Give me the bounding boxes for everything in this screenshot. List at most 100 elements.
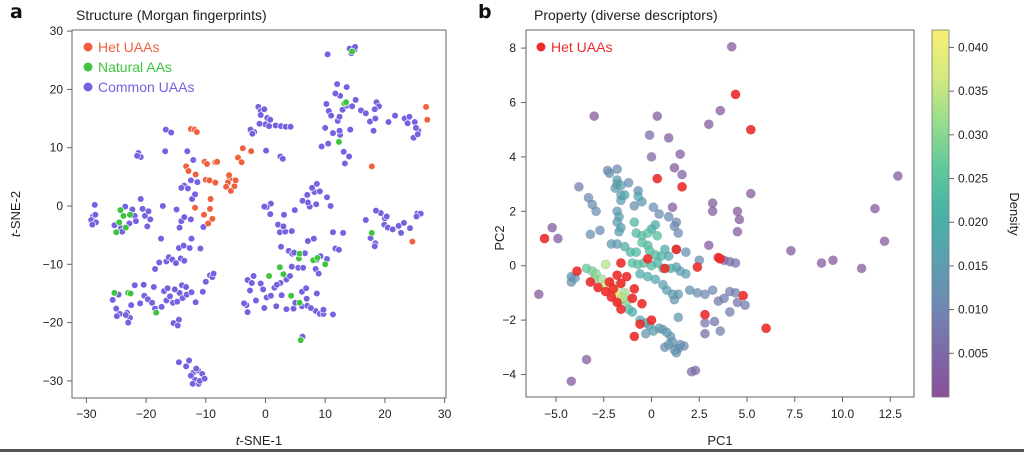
point-common-uaas [291,206,299,214]
point-density [786,245,796,256]
point-common-uaas [166,292,174,300]
point-density [724,307,735,317]
point-het-uaas [637,298,647,309]
point-common-uaas [187,372,195,380]
point-density [648,202,659,213]
point-common-uaas [302,284,310,292]
point-common-uaas [324,140,332,148]
panel-a-x-ticks: −30 −20 −10 0 10 20 30 [76,398,452,421]
colorbar-tick-label: 0.025 [958,172,988,186]
bottom-rule [0,449,1024,452]
point-density [663,132,674,143]
point-het-uaas [608,283,619,294]
panel-b-legend: Het UAAs [536,39,612,55]
panel-b-plot: −5.0 −2.5 0 2.5 5.0 7.5 10.0 12.5 −4 −2 0 2 4 6 8 Het… [502,29,915,421]
x-tick-label: −10 [196,407,217,421]
point-common-uaas [329,228,337,236]
point-density [673,228,684,238]
point-density [745,188,756,199]
point-common-uaas [352,96,360,104]
point-natural-aas [112,228,120,236]
point-density [637,237,647,248]
point-common-uaas [137,195,145,203]
point-common-uaas [199,288,207,296]
point-common-uaas [282,305,290,313]
point-density [856,263,867,274]
point-het-uaas [616,304,626,315]
colorbar-tick-label: 0.030 [958,128,988,142]
colorbar-tick-label: 0.010 [958,303,988,317]
point-density [726,41,737,52]
point-het-uaas [730,89,741,100]
y-tick-label: 6 [509,96,516,110]
legend-marker [83,62,93,72]
point-common-uaas [196,244,205,253]
panel-b-y-ticks: −4 −2 0 2 4 6 8 [502,41,526,382]
point-common-uaas [248,279,256,287]
y-tick-label: 8 [509,41,516,55]
point-common-uaas [303,191,311,199]
point-common-uaas [174,321,182,330]
point-common-uaas [121,202,129,211]
point-common-uaas [175,223,184,232]
y-tick-label: −20 [43,316,64,330]
point-common-uaas [329,310,337,319]
point-common-uaas [189,156,197,164]
point-common-uaas [132,217,140,225]
point-common-uaas [335,127,344,135]
point-density [663,211,674,222]
point-common-uaas [257,279,265,288]
point-density [709,316,720,327]
panel-a-xlabel-italic: t [236,433,241,448]
point-common-uaas [113,312,121,320]
point-het-uaas [408,237,416,246]
point-common-uaas [340,148,348,156]
point-het-uaas [572,266,582,277]
point-common-uaas [122,311,130,319]
point-common-uaas [124,319,132,327]
point-common-uaas [400,219,408,227]
point-common-uaas [299,264,307,272]
panel-a-ylabel-rest: -SNE-2 [8,191,23,234]
point-common-uaas [177,184,185,192]
point-het-uaas [627,293,638,304]
point-common-uaas [199,223,208,231]
point-common-uaas [391,112,399,120]
point-common-uaas [240,299,248,307]
point-density [616,222,626,233]
point-het-uaas [213,158,221,166]
point-common-uaas [172,259,180,267]
point-common-uaas [327,112,335,120]
point-density [816,258,827,268]
point-het-uaas [193,128,201,136]
point-het-uaas [423,116,431,124]
point-natural-aas [279,270,288,278]
point-density [719,293,729,304]
panel-a-xlabel-rest: -SNE-1 [240,433,283,448]
panel-b-x-ticks: −5.0 −2.5 0 2.5 5.0 7.5 10.0 12.5 [544,397,902,421]
point-common-uaas [339,229,347,237]
point-het-uaas [204,219,212,228]
point-density [654,209,665,219]
point-het-uaas [659,263,670,274]
point-common-uaas [371,242,379,250]
point-common-uaas [265,122,273,130]
point-common-uaas [159,202,167,210]
x-tick-label: 10.0 [831,407,855,421]
point-common-uaas [266,210,274,218]
point-common-uaas [362,109,370,117]
point-common-uaas [279,222,288,231]
point-natural-aas [287,292,295,300]
colorbar-tick-label: 0.005 [958,346,988,360]
point-het-uaas [612,270,623,281]
point-common-uaas [133,152,141,160]
x-tick-label: −2.5 [592,407,616,421]
point-het-uaas [222,183,230,191]
point-het-uaas [422,103,430,111]
point-het-uaas [642,253,653,264]
point-common-uaas [88,221,96,229]
legend-label: Common UAAs [98,79,194,95]
legend-label: Natural AAs [98,59,172,75]
point-natural-aas [115,218,123,226]
